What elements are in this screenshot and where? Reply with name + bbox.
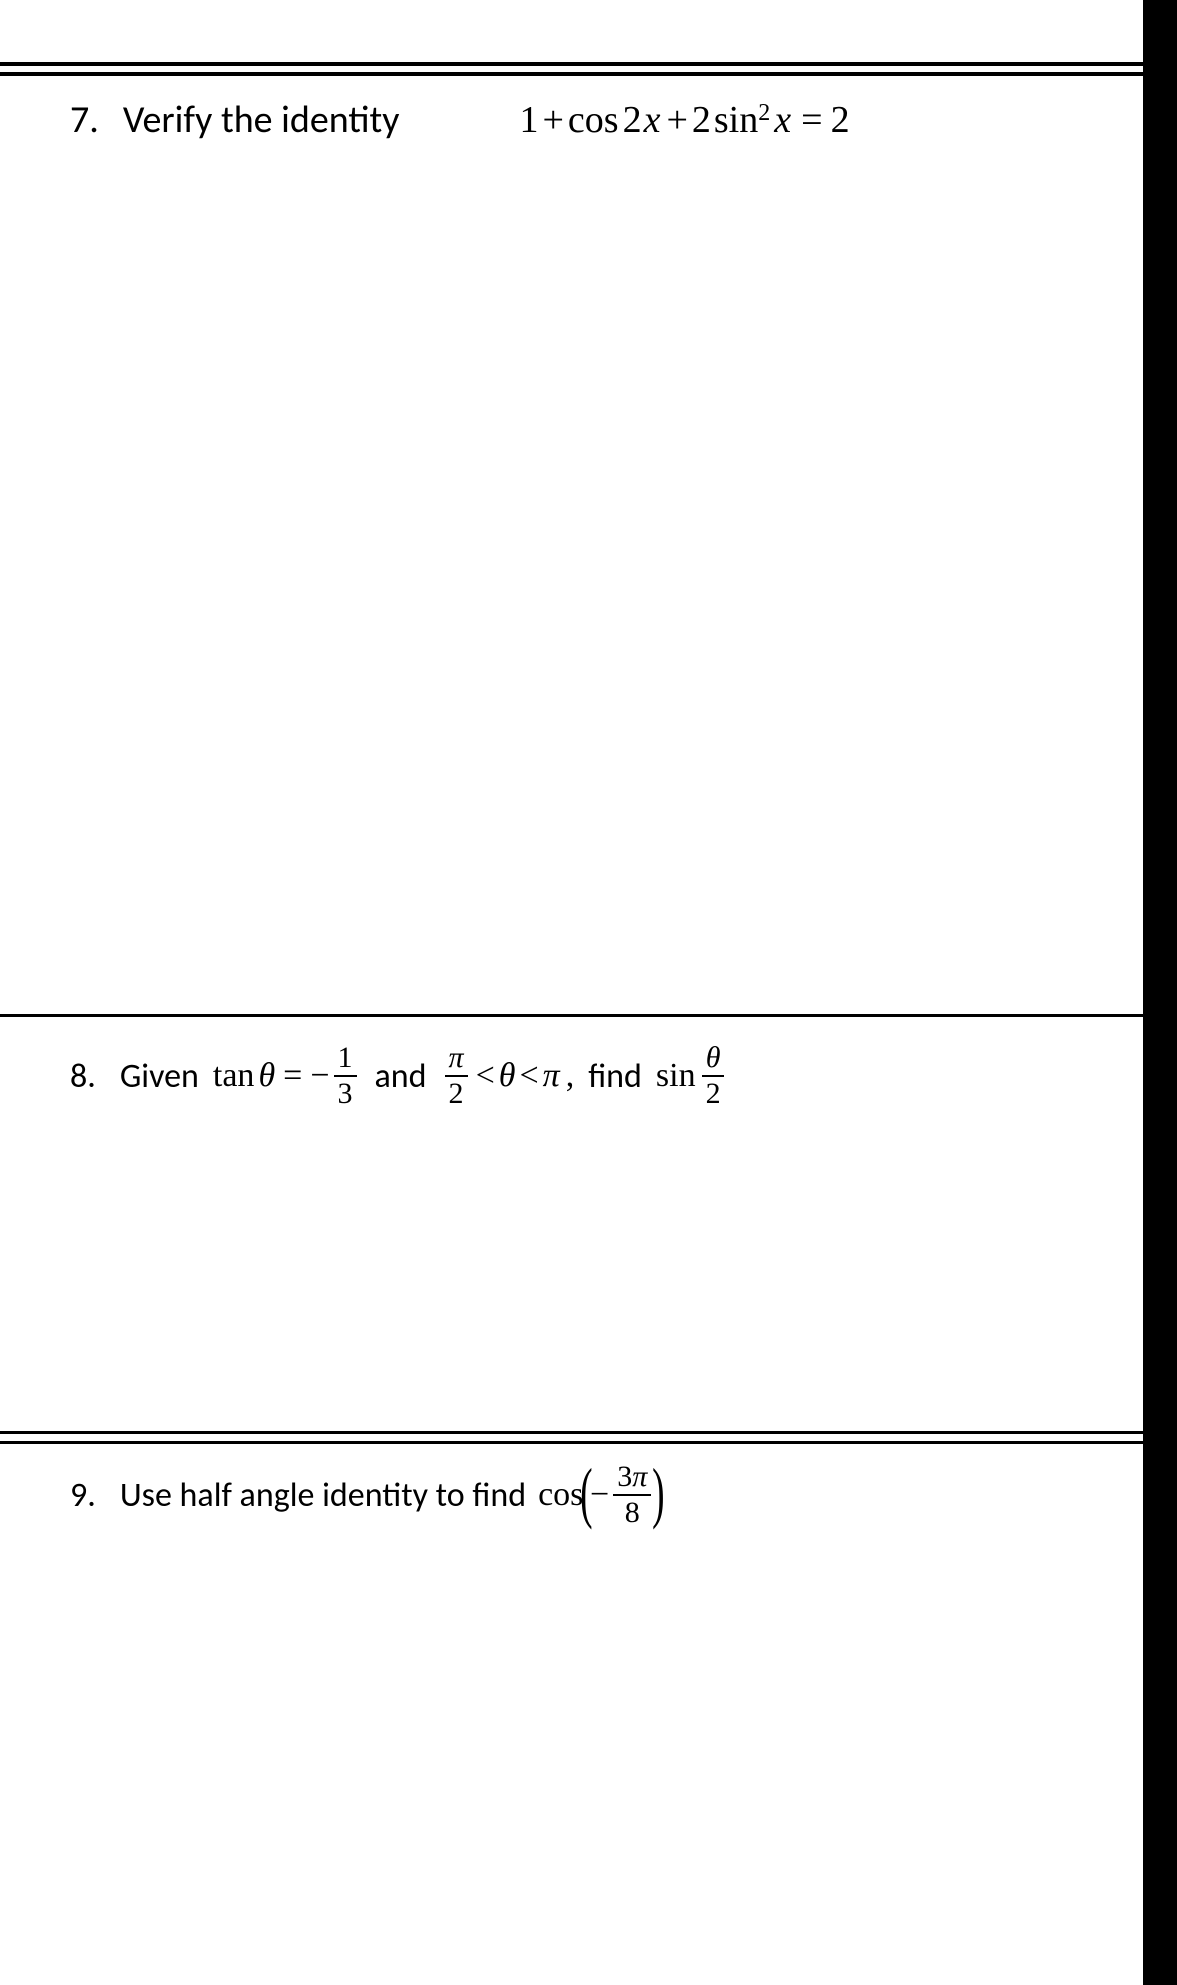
pi-symbol: π [543, 1057, 560, 1095]
frac-den: 3 [334, 1077, 357, 1109]
worksheet-page: 7. Verify the identity 1 + cos 2 x + 2 s… [0, 0, 1177, 1985]
frac-num: π [445, 1043, 468, 1077]
problem-8-target: sin θ 2 [656, 1043, 729, 1109]
fraction-1-3: 1 3 [334, 1043, 357, 1109]
problem-7: 7. Verify the identity 1 + cos 2 x + 2 s… [70, 90, 1110, 150]
problem-7-number: 7. [70, 97, 99, 143]
eq-equals: = [801, 98, 822, 142]
lt-sign: < [519, 1057, 538, 1095]
frac-num: 1 [334, 1043, 357, 1077]
left-paren: ( [580, 1475, 592, 1509]
problem-8-inequality: π 2 < θ < π [441, 1043, 560, 1109]
eq-squared: 2 [758, 100, 770, 127]
frac-den: 8 [621, 1496, 644, 1528]
rule-bot-1 [0, 1431, 1143, 1434]
eq-var-x: x [774, 98, 791, 142]
rule-mid [0, 1014, 1143, 1017]
cos-fn: cos [538, 1476, 583, 1514]
neg-sign: − [310, 1057, 329, 1095]
frac-den: 2 [445, 1077, 468, 1109]
eq-rhs: 2 [831, 98, 850, 142]
eq-coef: 2 [692, 98, 711, 142]
eq-sin: sin [714, 98, 758, 142]
theta-var: θ [499, 1057, 516, 1095]
eq-plus: + [542, 98, 563, 142]
problem-8-given: Given [120, 1056, 199, 1097]
eq-cos: cos [568, 98, 619, 142]
eq-term: 1 [519, 98, 538, 142]
fraction-pi-2: π 2 [445, 1043, 468, 1109]
fraction-theta-2: θ 2 [702, 1043, 725, 1109]
problem-7-label: Verify the identity [123, 97, 400, 143]
rule-top-2 [0, 72, 1143, 76]
problem-9-expression: cos ( − 3π 8 ) [538, 1462, 662, 1528]
right-paren: ) [652, 1475, 664, 1509]
find-text: find [588, 1056, 642, 1097]
frac-num: 3π [613, 1462, 651, 1496]
eq-sign: = [283, 1057, 302, 1095]
lt-sign: < [476, 1057, 495, 1095]
fraction-3pi-8: 3π 8 [613, 1462, 651, 1528]
comma: , [566, 1057, 575, 1095]
theta-var: θ [258, 1057, 275, 1095]
eq-coef: 2 [623, 98, 642, 142]
problem-7-equation: 1 + cos 2 x + 2 sin 2 x = 2 [519, 98, 849, 142]
eq-plus: + [666, 98, 687, 142]
tan-fn: tan [213, 1057, 255, 1095]
problem-9: 9. Use half angle identity to find cos (… [70, 1455, 1110, 1535]
frac-den: 2 [702, 1077, 725, 1109]
problem-8-number: 8. [70, 1056, 96, 1097]
problem-9-text: Use half angle identity to find [120, 1475, 526, 1516]
problem-8: 8. Given tan θ = − 1 3 and π 2 < θ [70, 1036, 1110, 1116]
frac-num: θ [702, 1043, 725, 1077]
neg-sign: − [590, 1476, 609, 1514]
rule-bot-2 [0, 1441, 1143, 1444]
rule-top-1 [0, 62, 1143, 66]
eq-var-x: x [644, 98, 661, 142]
and-text: and [375, 1056, 427, 1097]
sin-fn: sin [656, 1057, 696, 1095]
content-area: 7. Verify the identity 1 + cos 2 x + 2 s… [0, 0, 1143, 1985]
problem-9-number: 9. [70, 1475, 96, 1516]
page-right-border [1143, 0, 1177, 1985]
problem-8-equation: tan θ = − 1 3 [213, 1043, 361, 1109]
